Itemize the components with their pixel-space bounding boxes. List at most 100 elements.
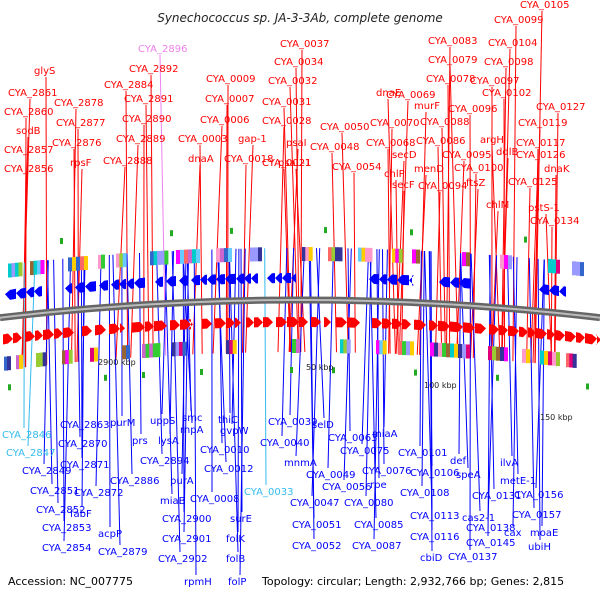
reverse-category-block	[504, 255, 508, 269]
forward-category-block	[572, 353, 577, 368]
forward-gene-arrow	[170, 319, 180, 331]
callout-line-cya-0007	[225, 104, 228, 354]
gene-label-chlp: chlP	[384, 169, 405, 180]
reverse-gene-arrow	[134, 277, 145, 289]
gene-label-cya-2860: CYA_2860	[4, 107, 53, 118]
reverse-category-block	[572, 261, 576, 276]
gene-label-cya-0117: CYA_0117	[516, 138, 565, 149]
gene-label-cya-2852: CYA_2852	[36, 505, 85, 516]
forward-category-block	[90, 347, 94, 362]
gene-label-cya-0101: CYA_0101	[398, 448, 447, 459]
reverse-category-block	[160, 250, 165, 265]
gene-label-cya-2886: CYA_2886	[110, 476, 159, 487]
gene-label-cya-0063: CYA_0063	[328, 433, 377, 444]
gene-label-cya-0076: CYA_0076	[362, 466, 411, 477]
callout-line-moae	[541, 259, 545, 527]
reverse-category-block	[176, 250, 180, 264]
reverse-category-block	[398, 248, 403, 263]
forward-category-block	[442, 343, 446, 357]
forward-category-block	[438, 342, 442, 357]
gene-label-cya-0050: CYA_0050	[320, 122, 369, 133]
forward-category-block	[142, 344, 146, 358]
gene-label-dnak: dnaK	[544, 164, 570, 175]
forward-category-block	[492, 346, 496, 361]
callout-line-cya-2879	[112, 254, 121, 546]
reverse-gene-arrow	[207, 274, 216, 285]
gene-label-chlm: chlM	[486, 200, 509, 211]
forward-gene-arrow	[109, 323, 120, 335]
forward-gene-arrow	[13, 332, 22, 344]
forward-gene-arrow	[299, 317, 308, 328]
gene-label-cya-0056: CYA_0056	[322, 482, 371, 493]
forward-gene-arrow	[254, 317, 263, 328]
gene-label-cya-2857: CYA_2857	[4, 145, 53, 156]
gene-label-cya-0049: CYA_0049	[306, 470, 355, 481]
forward-gene-arrow	[180, 319, 191, 330]
gene-label-cya-0086: CYA_0086	[416, 136, 465, 147]
reverse-category-block	[122, 253, 127, 268]
forward-category-block	[122, 345, 126, 360]
reverse-category-block	[368, 247, 373, 262]
gene-label-cya-0134: CYA_0134	[530, 216, 579, 227]
gene-label-cya-2891: CYA_2891	[124, 94, 173, 105]
forward-category-block	[454, 343, 458, 358]
reverse-category-block	[412, 249, 416, 264]
forward-category-block	[379, 340, 384, 355]
reverse-gene-arrow	[409, 275, 414, 286]
reverse-category-block	[365, 247, 369, 262]
reverse-gene-arrow	[439, 276, 450, 288]
reverse-category-block	[188, 249, 192, 264]
reverse-gene-arrow	[191, 274, 200, 286]
gene-label-cya-2872: CYA_2872	[74, 488, 123, 499]
callout-line-cya-0080	[365, 248, 372, 497]
reverse-category-block	[15, 262, 19, 277]
forward-category-block	[68, 349, 73, 364]
reverse-category-block	[331, 247, 336, 262]
reverse-category-block	[361, 247, 366, 262]
forward-gene-arrow	[347, 317, 360, 328]
reverse-category-block	[84, 256, 88, 270]
reverse-category-block	[196, 249, 200, 264]
reverse-category-block	[392, 248, 396, 263]
gene-label-cya-0080: CYA_0080	[344, 498, 393, 509]
reverse-category-block	[224, 248, 228, 263]
forward-gene-arrow	[336, 317, 347, 328]
reverse-gene-arrow	[200, 274, 207, 285]
gene-label-cya-0113: CYA_0113	[410, 511, 459, 522]
callout-line-acpp	[108, 254, 111, 528]
callout-line-spea	[460, 252, 469, 469]
gene-label-fabf: fabF	[70, 509, 92, 520]
callout-line-dnae	[387, 98, 396, 354]
gene-label-cya-2900: CYA_2900	[162, 514, 211, 525]
forward-gene-arrow	[3, 333, 13, 345]
reverse-gene-arrow	[559, 286, 566, 297]
callout-line-cya-0039	[289, 247, 295, 416]
callout-line-cya-0157	[528, 258, 535, 509]
callout-line-cya-2900	[182, 250, 185, 513]
forward-gene-arrow	[43, 329, 54, 341]
forward-category-block	[226, 340, 230, 355]
reverse-category-block	[308, 247, 313, 261]
forward-category-block	[36, 353, 40, 367]
gene-label-murf: murF	[414, 101, 440, 112]
gene-label-cya-0098: CYA_0098	[484, 57, 533, 68]
callout-line-folb	[228, 248, 239, 553]
forward-gene-arrow	[132, 321, 145, 333]
reverse-category-block	[30, 261, 34, 276]
forward-gene-arrow	[519, 326, 528, 338]
gene-label-cya-0037: CYA_0037	[280, 39, 329, 50]
gene-label-lysa: lysA	[158, 436, 179, 447]
gene-label-purm: purM	[110, 418, 135, 429]
rna-feature-mark	[104, 374, 107, 381]
rna-feature-mark	[230, 227, 233, 234]
callout-line-cya-0070	[388, 128, 393, 354]
forward-category-block	[544, 350, 548, 365]
callout-line-cas2-1	[470, 253, 481, 512]
forward-category-block	[402, 341, 406, 356]
reverse-gene-arrow	[282, 273, 291, 284]
callout-line-chlm	[491, 210, 499, 360]
reverse-category-block	[33, 260, 38, 275]
forward-category-block	[343, 339, 348, 354]
gene-label-mnma: mnmA	[284, 458, 317, 469]
